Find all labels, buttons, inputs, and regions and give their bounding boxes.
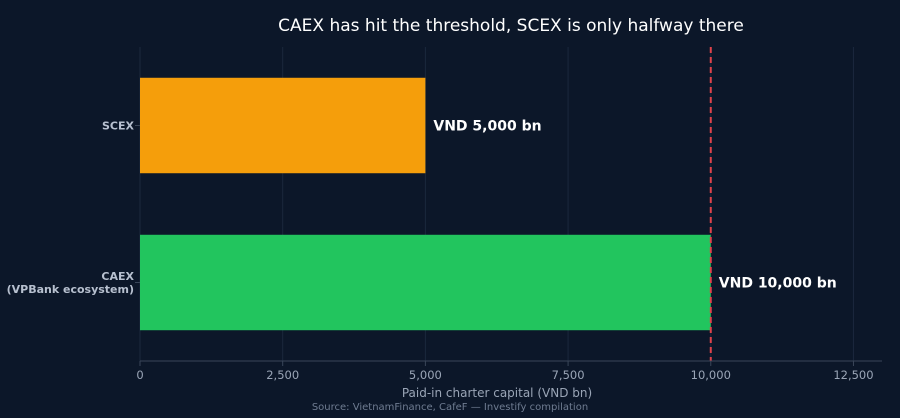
source-note: Source: VietnamFinance, CafeF — Investif… (312, 402, 588, 413)
bars (140, 77, 711, 331)
data-label-1: VND 5,000 bn (433, 119, 541, 135)
category-label-2-line-1: CAEX (101, 270, 134, 283)
x-tick-label-4: 10,000 (691, 368, 731, 382)
x-axis-label: Paid-in charter capital (VND bn) (402, 386, 592, 400)
x-tick-label-1: 2,500 (266, 368, 299, 382)
x-tick-label-0: 0 (136, 368, 143, 382)
bar-1 (140, 77, 426, 174)
x-tick-label-5: 12,500 (833, 368, 873, 382)
x-tick-label-2: 5,000 (409, 368, 442, 382)
x-tick-labels: 0 2,500 5,000 7,500 10,000 12,500 (136, 361, 874, 382)
category-label-1-line-1: SCEX (102, 120, 135, 133)
x-tick-label-3: 7,500 (552, 368, 585, 382)
category-label-2-line-2: (VPBank ecosystem) (7, 283, 134, 296)
data-labels: VND 5,000 bn VND 10,000 bn (433, 119, 836, 292)
data-label-2: VND 10,000 bn (719, 276, 837, 292)
chart-title: CAEX has hit the threshold, SCEX is only… (278, 16, 744, 36)
bar-2 (140, 234, 711, 331)
category-labels: SCEX CAEX(VPBank ecosystem) (7, 120, 140, 296)
